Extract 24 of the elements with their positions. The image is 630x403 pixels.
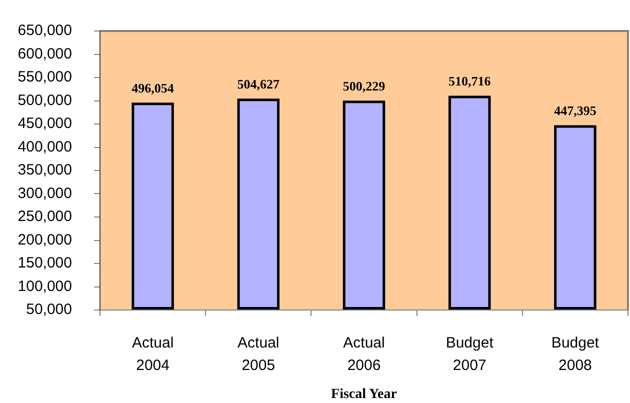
- y-tick-label: 350,000: [18, 162, 72, 179]
- x-tick-label: Budget 2007: [446, 334, 494, 374]
- y-tick-label: 450,000: [18, 115, 72, 132]
- data-label: 504,627: [237, 76, 280, 92]
- y-tick-label: 500,000: [18, 92, 72, 109]
- y-tick-label: 250,000: [18, 208, 72, 226]
- data-label: 496,054: [132, 80, 174, 96]
- data-label: 510,716: [448, 74, 492, 89]
- y-tick-label: 100,000: [18, 278, 72, 295]
- y-tick-label: 150,000: [18, 254, 72, 272]
- data-label: 447,395: [554, 103, 597, 118]
- x-tick-label: Actual 2004: [132, 334, 174, 374]
- x-tick-label: Actual 2006: [343, 334, 385, 374]
- y-tick-label: 200,000: [18, 231, 72, 248]
- x-tick-label: Actual 2005: [238, 334, 280, 374]
- y-tick-label: 650,000: [18, 22, 72, 40]
- y-tick-label: 400,000: [18, 138, 72, 156]
- x-tick-label: Budget 2008: [551, 334, 600, 374]
- y-tick-label: 50,000: [26, 301, 72, 318]
- y-tick-label: 300,000: [18, 184, 72, 202]
- y-tick-label: 550,000: [18, 68, 72, 86]
- x-axis-title: Fiscal Year: [331, 387, 397, 402]
- data-label: 500,229: [342, 78, 386, 94]
- y-tick-label: 600,000: [18, 45, 72, 62]
